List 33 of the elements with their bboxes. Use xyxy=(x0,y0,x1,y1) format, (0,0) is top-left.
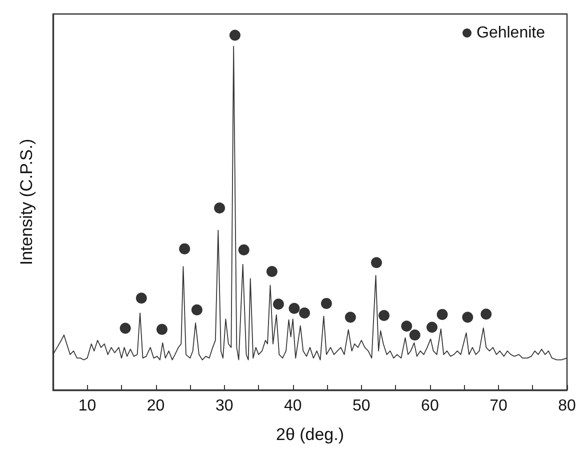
point xyxy=(370,257,382,268)
point xyxy=(320,298,332,309)
x-tick-label: 20 xyxy=(146,398,165,414)
point xyxy=(136,292,147,304)
point xyxy=(238,244,250,256)
x-axis-title: 2θ (deg.) xyxy=(276,425,344,444)
point xyxy=(266,266,278,278)
point xyxy=(480,308,492,320)
x-tick-label: 80 xyxy=(558,398,576,414)
y-axis-title: Intensity (C.P.S.) xyxy=(17,138,36,266)
x-tick-label: 50 xyxy=(352,398,370,414)
point xyxy=(462,312,474,323)
x-tick-label: 30 xyxy=(215,398,234,414)
point xyxy=(299,308,310,319)
point xyxy=(214,202,226,214)
x-tick-label: 40 xyxy=(284,398,302,414)
point xyxy=(288,302,300,314)
point xyxy=(401,320,412,332)
x-tick-label: 70 xyxy=(490,398,508,414)
point xyxy=(191,304,202,316)
x-tick-label: 10 xyxy=(78,398,96,414)
point xyxy=(179,243,190,254)
x-tick-label: 60 xyxy=(421,398,439,414)
point xyxy=(409,330,420,341)
point xyxy=(229,30,240,41)
point xyxy=(120,322,131,334)
point xyxy=(378,310,390,322)
point xyxy=(156,324,168,335)
point xyxy=(436,308,448,320)
legend-label: Gehlenite xyxy=(476,24,546,42)
point xyxy=(272,298,284,310)
point xyxy=(426,322,438,333)
point xyxy=(344,312,356,323)
